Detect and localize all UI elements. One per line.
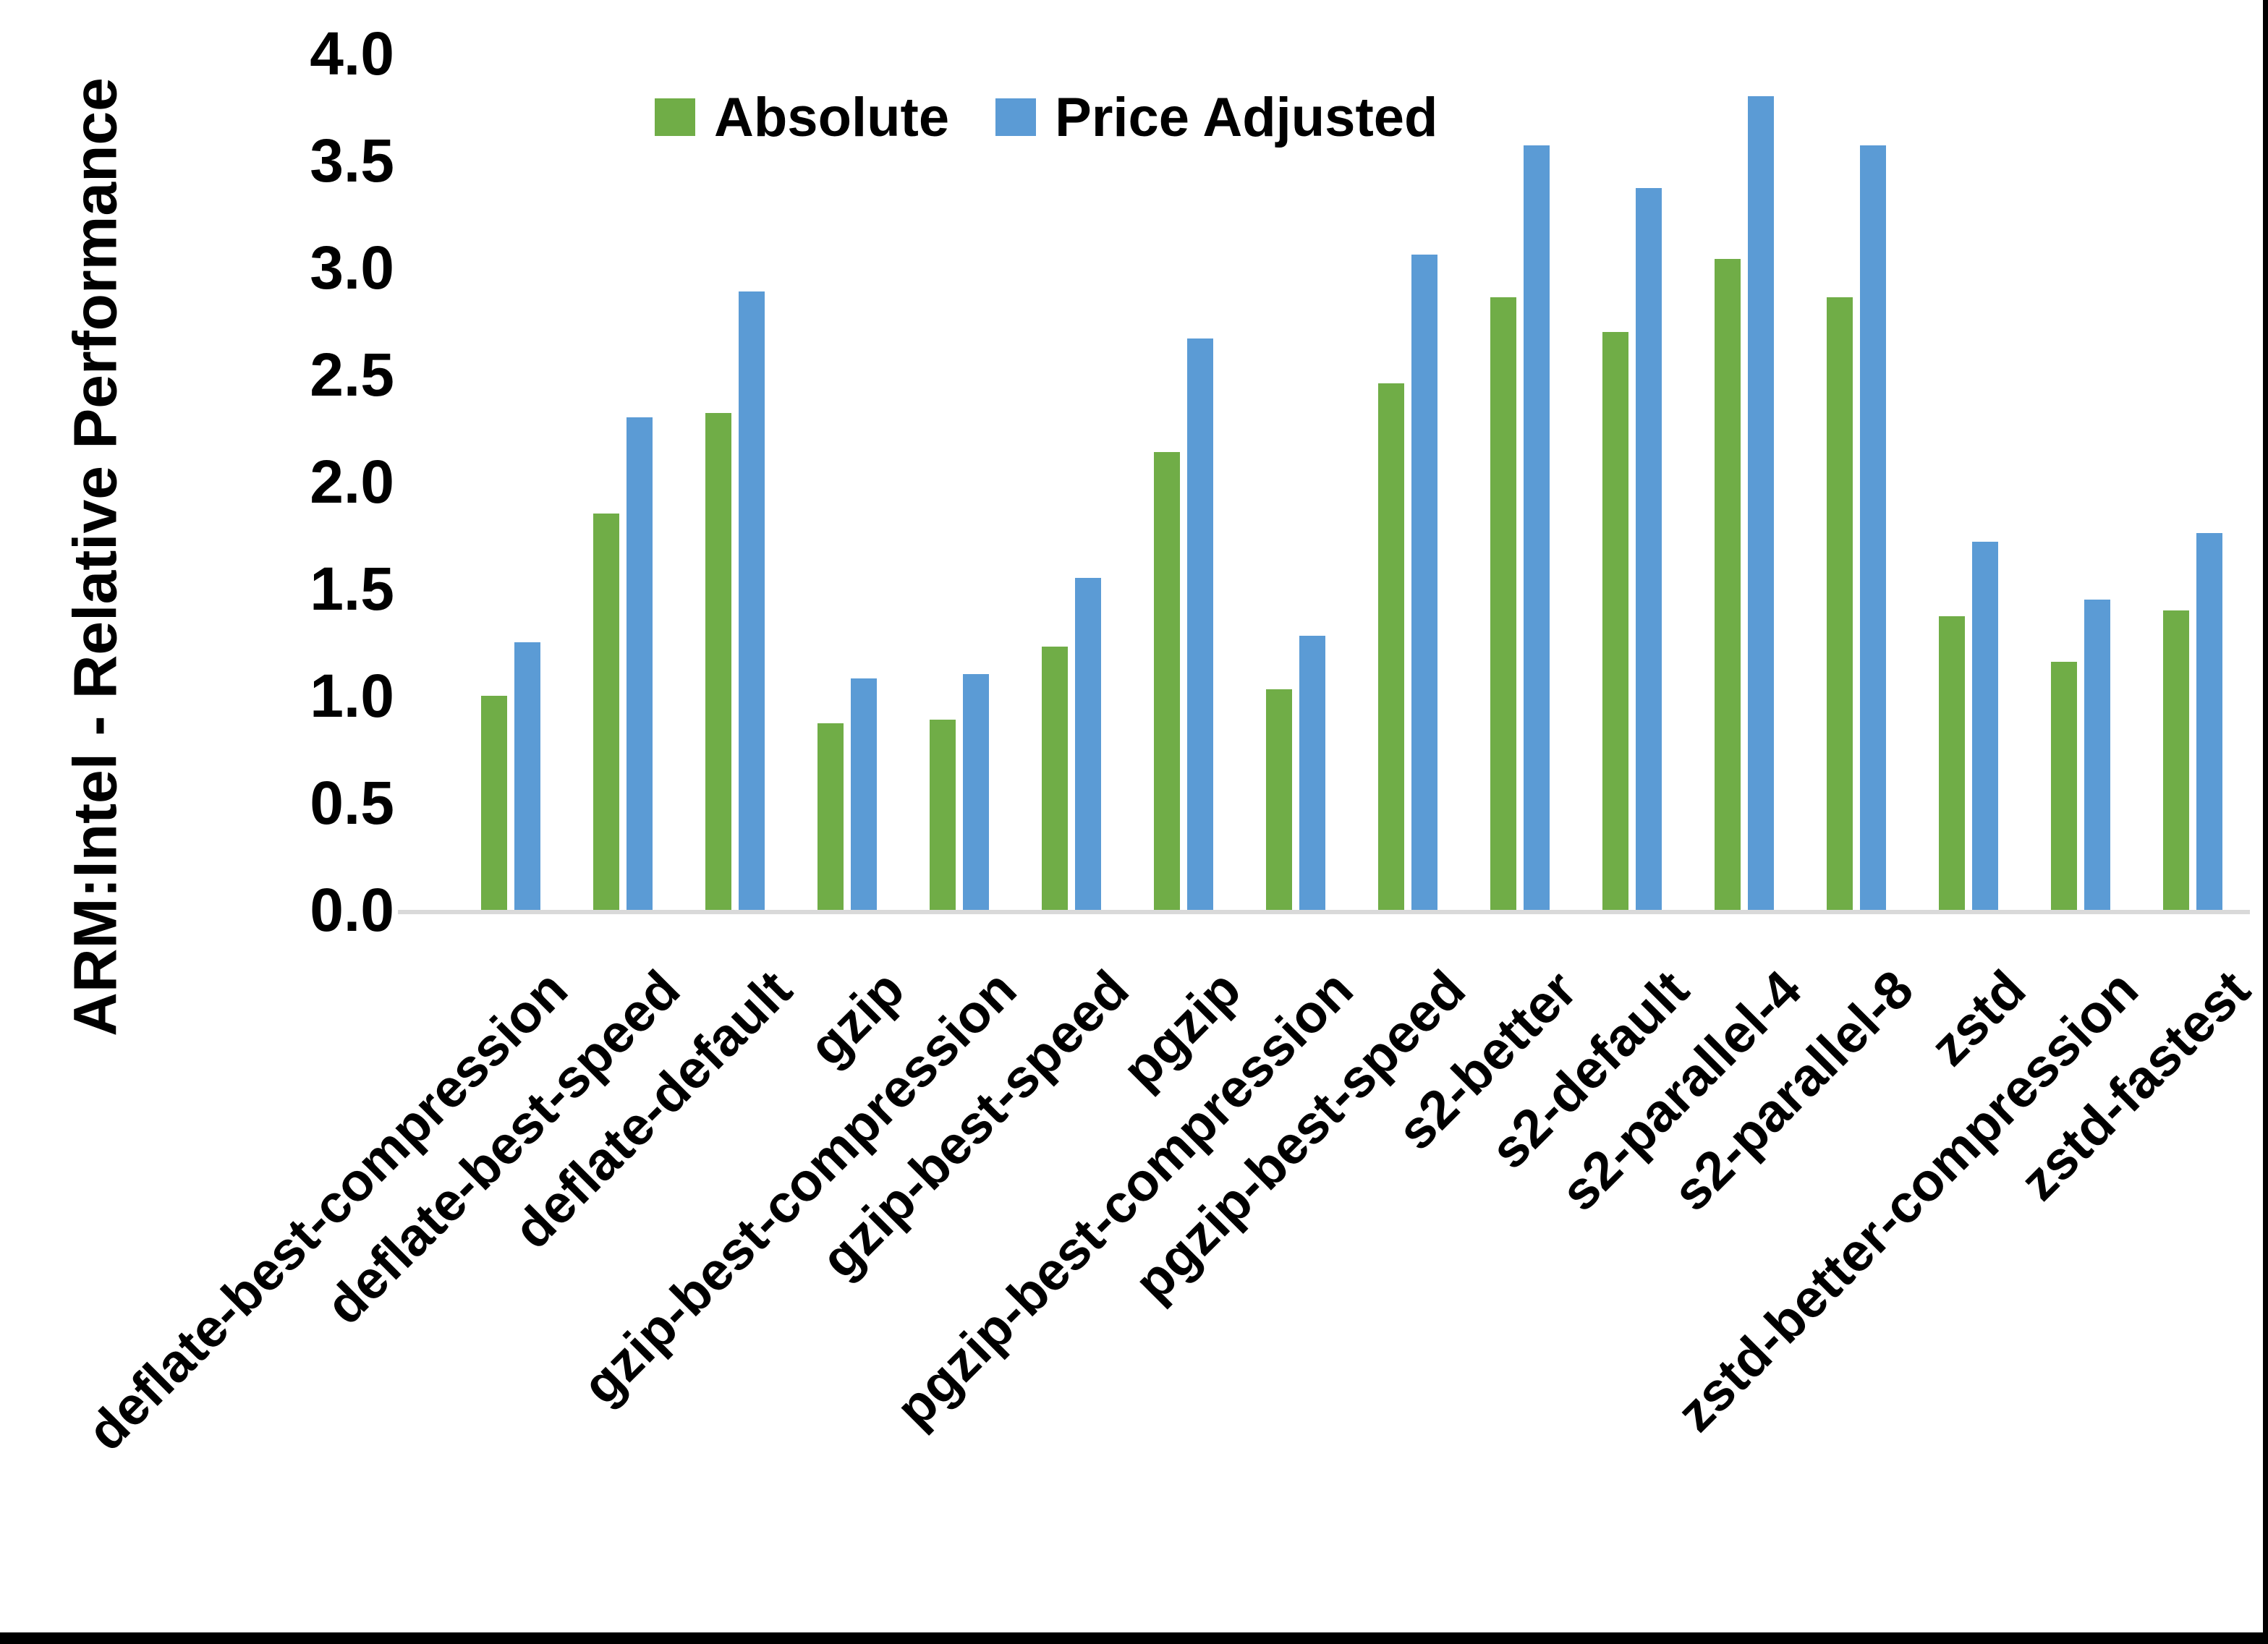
window-border-right	[2263, 0, 2268, 1644]
y-tick-label: 1.5	[310, 555, 394, 623]
y-tick-label: 2.5	[310, 341, 394, 409]
y-tick-label: 1.0	[310, 662, 394, 730]
legend-item-price-adjusted: Price Adjusted	[995, 86, 1437, 149]
y-axis-title: ARM:Intel - Relative Performance	[61, 77, 129, 1036]
y-tick-label: 2.0	[310, 448, 394, 516]
bar-price-adjusted-pgzip-best-compression	[1299, 636, 1325, 910]
bar-absolute-pgzip-best-compression	[1266, 689, 1292, 910]
bar-price-adjusted-deflate-best-speed	[627, 417, 653, 910]
y-tick-label: 4.0	[310, 20, 394, 88]
x-axis-line	[398, 910, 2250, 914]
bar-price-adjusted-deflate-default	[739, 291, 765, 910]
bar-price-adjusted-gzip	[851, 678, 877, 910]
legend-label-price-adjusted: Price Adjusted	[1055, 86, 1438, 148]
bar-absolute-s2-parallel-4	[1715, 259, 1741, 910]
bar-absolute-zstd-better-compression	[2051, 662, 2077, 910]
legend-item-absolute: Absolute	[655, 86, 949, 149]
bar-absolute-deflate-default	[705, 413, 731, 910]
bar-price-adjusted-zstd-better-compression	[2084, 600, 2110, 910]
bar-absolute-s2-parallel-8	[1827, 297, 1853, 910]
legend: Absolute Price Adjusted	[655, 84, 1437, 150]
bar-absolute-s2-better	[1490, 297, 1516, 910]
bar-price-adjusted-zstd-fastest	[2196, 533, 2222, 910]
legend-swatch-absolute-icon	[655, 98, 695, 136]
bar-absolute-gzip-best-compression	[930, 720, 956, 910]
y-tick-label: 0.0	[310, 876, 394, 944]
bar-absolute-zstd-fastest	[2163, 610, 2189, 910]
bar-absolute-gzip-best-speed	[1042, 647, 1068, 910]
x-category-label: deflate-best-compression	[75, 958, 579, 1462]
bar-price-adjusted-pgzip	[1187, 338, 1213, 910]
legend-label-absolute: Absolute	[714, 86, 950, 148]
bar-price-adjusted-deflate-best-compression	[514, 642, 540, 910]
bar-price-adjusted-s2-parallel-4	[1748, 96, 1774, 910]
bar-price-adjusted-pgzip-best-speed	[1411, 255, 1437, 910]
bar-price-adjusted-gzip-best-compression	[963, 674, 989, 910]
bar-absolute-deflate-best-speed	[593, 514, 619, 910]
bar-absolute-deflate-best-compression	[481, 696, 507, 910]
bar-absolute-gzip	[817, 723, 844, 910]
bar-price-adjusted-s2-parallel-8	[1860, 145, 1886, 910]
y-tick-label: 3.5	[310, 127, 394, 195]
bar-price-adjusted-gzip-best-speed	[1075, 578, 1101, 910]
bar-price-adjusted-s2-better	[1524, 145, 1550, 910]
bar-absolute-pgzip-best-speed	[1378, 383, 1404, 910]
y-tick-label: 0.5	[310, 769, 394, 837]
bar-absolute-pgzip	[1154, 452, 1180, 910]
legend-swatch-price-adjusted-icon	[995, 98, 1037, 136]
bar-price-adjusted-zstd	[1972, 542, 1998, 910]
bar-absolute-s2-default	[1602, 332, 1628, 910]
window-border-bottom	[0, 1632, 2268, 1644]
bar-absolute-zstd	[1939, 616, 1965, 910]
y-tick-label: 3.0	[310, 234, 394, 302]
bar-price-adjusted-s2-default	[1636, 188, 1662, 910]
